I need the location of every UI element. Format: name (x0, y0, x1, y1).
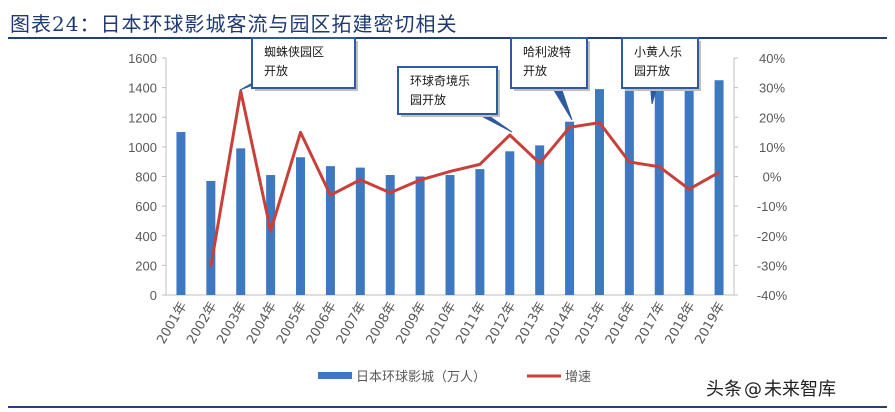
y-right-tick-label: 30% (759, 81, 785, 96)
callout-text: 环球奇境乐 (410, 73, 470, 88)
bar (445, 175, 455, 295)
y-left-tick-label: 200 (135, 258, 157, 273)
y-right-tick-label: -30% (757, 258, 788, 273)
callout-box (621, 37, 699, 89)
y-left-tick-label: 600 (135, 199, 157, 214)
bar (355, 167, 365, 295)
y-left-tick-label: 1000 (128, 140, 157, 155)
bar (714, 80, 724, 295)
callout-text: 园开放 (410, 92, 446, 107)
y-left-tick-label: 1400 (128, 81, 157, 96)
callout-box (510, 37, 588, 89)
bar (565, 121, 575, 295)
legend-line-label: 增速 (565, 370, 591, 385)
y-left-tick-label: 400 (135, 229, 157, 244)
callout-text: 开放 (523, 63, 547, 78)
bar (475, 169, 485, 295)
watermark: 头条 @ 未来智库 (706, 375, 836, 401)
y-right-tick-label: -40% (757, 288, 788, 303)
y-right-tick-label: 20% (759, 110, 785, 125)
bar (176, 132, 186, 295)
callout-box (397, 66, 498, 115)
callout-text: 园开放 (634, 63, 670, 78)
y-left-tick-label: 1200 (128, 110, 157, 125)
growth-line (209, 89, 720, 267)
bar (594, 89, 604, 295)
bar (325, 166, 335, 295)
callout-text: 开放 (264, 63, 288, 78)
y-right-tick-label: 40% (759, 51, 785, 66)
y-right-tick-label: 10% (759, 140, 785, 155)
y-left-tick-label: 1600 (128, 51, 157, 66)
bar (385, 175, 395, 295)
y-right-tick-label: -20% (757, 229, 788, 244)
bar (654, 74, 664, 295)
legend-bar-swatch (318, 372, 352, 379)
bar (266, 175, 276, 295)
bar (296, 157, 306, 295)
callout-text: 哈利波特 (523, 44, 571, 59)
y-right-tick-label: -10% (757, 199, 788, 214)
callout-text: 小黄人乐 (634, 45, 682, 59)
bar (415, 176, 425, 295)
bar (624, 78, 634, 295)
legend-bar-label: 日本环球影城（万人） (356, 370, 486, 385)
bar (535, 145, 545, 295)
callout-box (251, 37, 356, 89)
header-divider (8, 37, 887, 39)
bar (505, 151, 515, 295)
y-right-tick-label: 0% (763, 170, 782, 185)
bar (206, 180, 216, 295)
bar (236, 148, 246, 295)
watermark-author: 未来智库 (764, 379, 836, 400)
page-title: 图表24：日本环球影城客流与园区拓建密切相关 (10, 12, 458, 36)
callout-text: 蜘蛛侠园区 (264, 44, 324, 59)
watermark-at: @ (744, 379, 762, 400)
watermark-brand: 头条 (706, 379, 742, 400)
y-left-tick-label: 800 (135, 170, 157, 185)
y-left-tick-label: 0 (150, 288, 157, 303)
footer-divider (8, 406, 887, 408)
